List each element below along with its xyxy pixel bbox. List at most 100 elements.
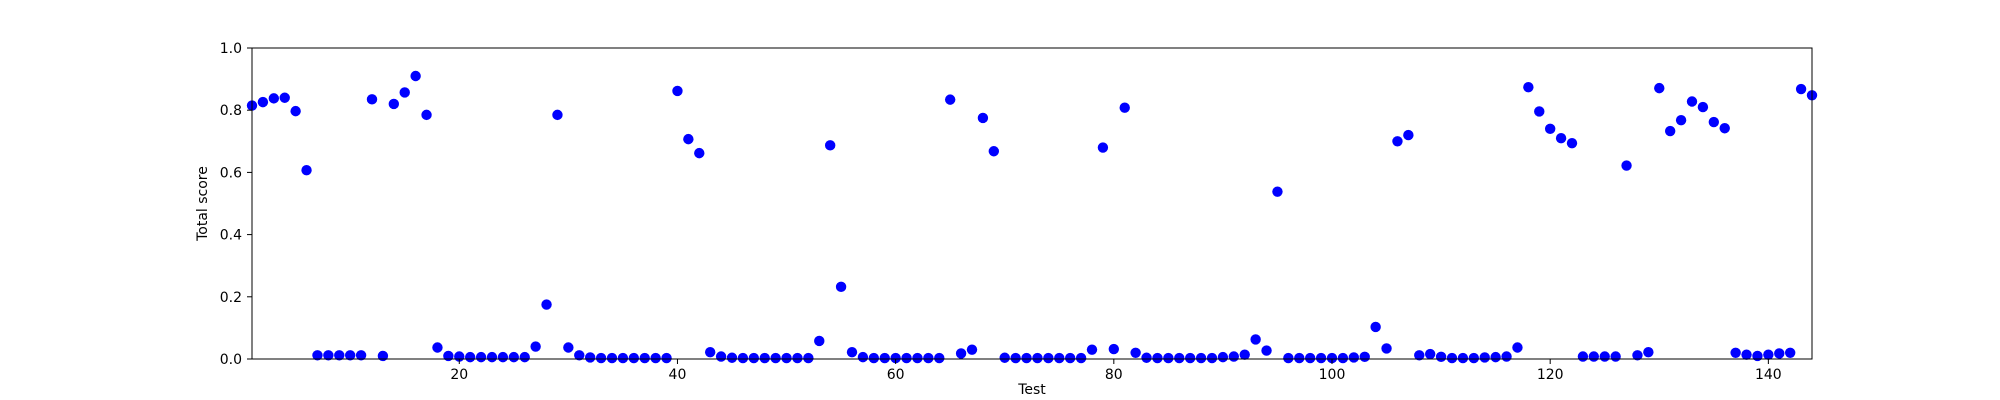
data-point bbox=[1283, 352, 1294, 364]
data-point bbox=[1621, 160, 1632, 171]
data-point bbox=[923, 352, 934, 364]
data-point bbox=[1403, 129, 1414, 141]
data-point bbox=[1250, 334, 1261, 345]
data-point bbox=[1010, 352, 1021, 364]
data-point bbox=[1588, 351, 1600, 362]
data-points bbox=[246, 70, 1818, 364]
data-point bbox=[1795, 83, 1807, 95]
data-point bbox=[563, 342, 574, 353]
x-tick-label: 60 bbox=[887, 367, 905, 383]
data-point bbox=[1043, 352, 1054, 364]
data-point bbox=[988, 146, 1000, 157]
data-point bbox=[323, 350, 334, 361]
data-point bbox=[1479, 352, 1490, 363]
data-point bbox=[1643, 346, 1654, 358]
data-point bbox=[1228, 351, 1240, 362]
x-axis-label: Test bbox=[1017, 382, 1046, 398]
data-point bbox=[1337, 352, 1349, 364]
data-point bbox=[1130, 347, 1141, 358]
data-point bbox=[955, 348, 967, 359]
data-point bbox=[1784, 347, 1796, 358]
data-point bbox=[355, 350, 367, 361]
data-point bbox=[617, 352, 629, 364]
data-point bbox=[497, 351, 509, 363]
data-point bbox=[377, 350, 389, 362]
data-point bbox=[1577, 351, 1589, 362]
y-tick-label: 0.8 bbox=[220, 103, 242, 119]
data-point bbox=[399, 87, 410, 98]
data-point bbox=[999, 352, 1010, 363]
data-point bbox=[595, 352, 607, 364]
data-point bbox=[1457, 352, 1469, 364]
data-point bbox=[552, 109, 563, 121]
data-point bbox=[410, 70, 421, 82]
data-point bbox=[1272, 186, 1283, 197]
data-point bbox=[1206, 352, 1218, 364]
data-point bbox=[879, 352, 890, 364]
data-point bbox=[1719, 123, 1730, 134]
data-point bbox=[421, 109, 432, 121]
data-point bbox=[1075, 352, 1087, 364]
data-point bbox=[1239, 349, 1250, 360]
data-point bbox=[803, 352, 814, 364]
data-point bbox=[606, 352, 618, 364]
data-point bbox=[1119, 102, 1130, 113]
data-point bbox=[1315, 352, 1327, 364]
data-point bbox=[290, 105, 301, 117]
data-point bbox=[1512, 342, 1523, 353]
data-point bbox=[1774, 348, 1785, 359]
data-point bbox=[1752, 350, 1763, 362]
data-point bbox=[1566, 137, 1578, 149]
data-point bbox=[1294, 352, 1305, 364]
data-point bbox=[890, 352, 901, 364]
data-point bbox=[1217, 351, 1229, 363]
data-point bbox=[661, 352, 672, 364]
data-point bbox=[584, 352, 596, 363]
data-point bbox=[1141, 352, 1152, 363]
data-point bbox=[366, 94, 378, 105]
data-point bbox=[901, 352, 912, 364]
data-point bbox=[748, 352, 760, 364]
data-point bbox=[519, 351, 530, 363]
data-point bbox=[530, 341, 541, 352]
data-point bbox=[1435, 351, 1447, 363]
data-point bbox=[1304, 352, 1316, 364]
data-point bbox=[1054, 352, 1065, 364]
data-point bbox=[486, 351, 498, 363]
data-point bbox=[1359, 351, 1370, 363]
data-point bbox=[1414, 350, 1425, 361]
y-tick-label: 0.4 bbox=[220, 228, 242, 244]
data-point bbox=[737, 352, 749, 364]
data-point bbox=[934, 352, 945, 364]
data-point bbox=[857, 351, 869, 363]
y-tick-label: 0.6 bbox=[220, 165, 242, 181]
data-point bbox=[1064, 352, 1076, 364]
data-point bbox=[628, 352, 640, 364]
data-point bbox=[344, 350, 356, 361]
data-point bbox=[639, 352, 650, 364]
data-point bbox=[944, 94, 956, 105]
data-point bbox=[1741, 349, 1752, 360]
data-point bbox=[759, 352, 770, 364]
data-point bbox=[966, 344, 978, 355]
data-point bbox=[432, 342, 443, 353]
data-point bbox=[1675, 114, 1687, 126]
data-point bbox=[1632, 350, 1643, 361]
data-point bbox=[334, 350, 345, 361]
data-point bbox=[464, 351, 476, 363]
data-point bbox=[1686, 96, 1698, 107]
data-point bbox=[1708, 116, 1720, 128]
data-point bbox=[1086, 344, 1098, 355]
data-point bbox=[715, 351, 727, 362]
data-point bbox=[1021, 352, 1032, 364]
data-point bbox=[1523, 81, 1534, 93]
data-point bbox=[1097, 142, 1109, 153]
x-tick-label: 80 bbox=[1105, 367, 1123, 383]
data-point bbox=[1326, 352, 1338, 364]
data-point bbox=[824, 140, 836, 151]
data-point bbox=[1544, 123, 1556, 135]
data-point bbox=[977, 112, 989, 124]
data-point bbox=[1163, 352, 1174, 364]
data-point bbox=[1195, 352, 1207, 364]
